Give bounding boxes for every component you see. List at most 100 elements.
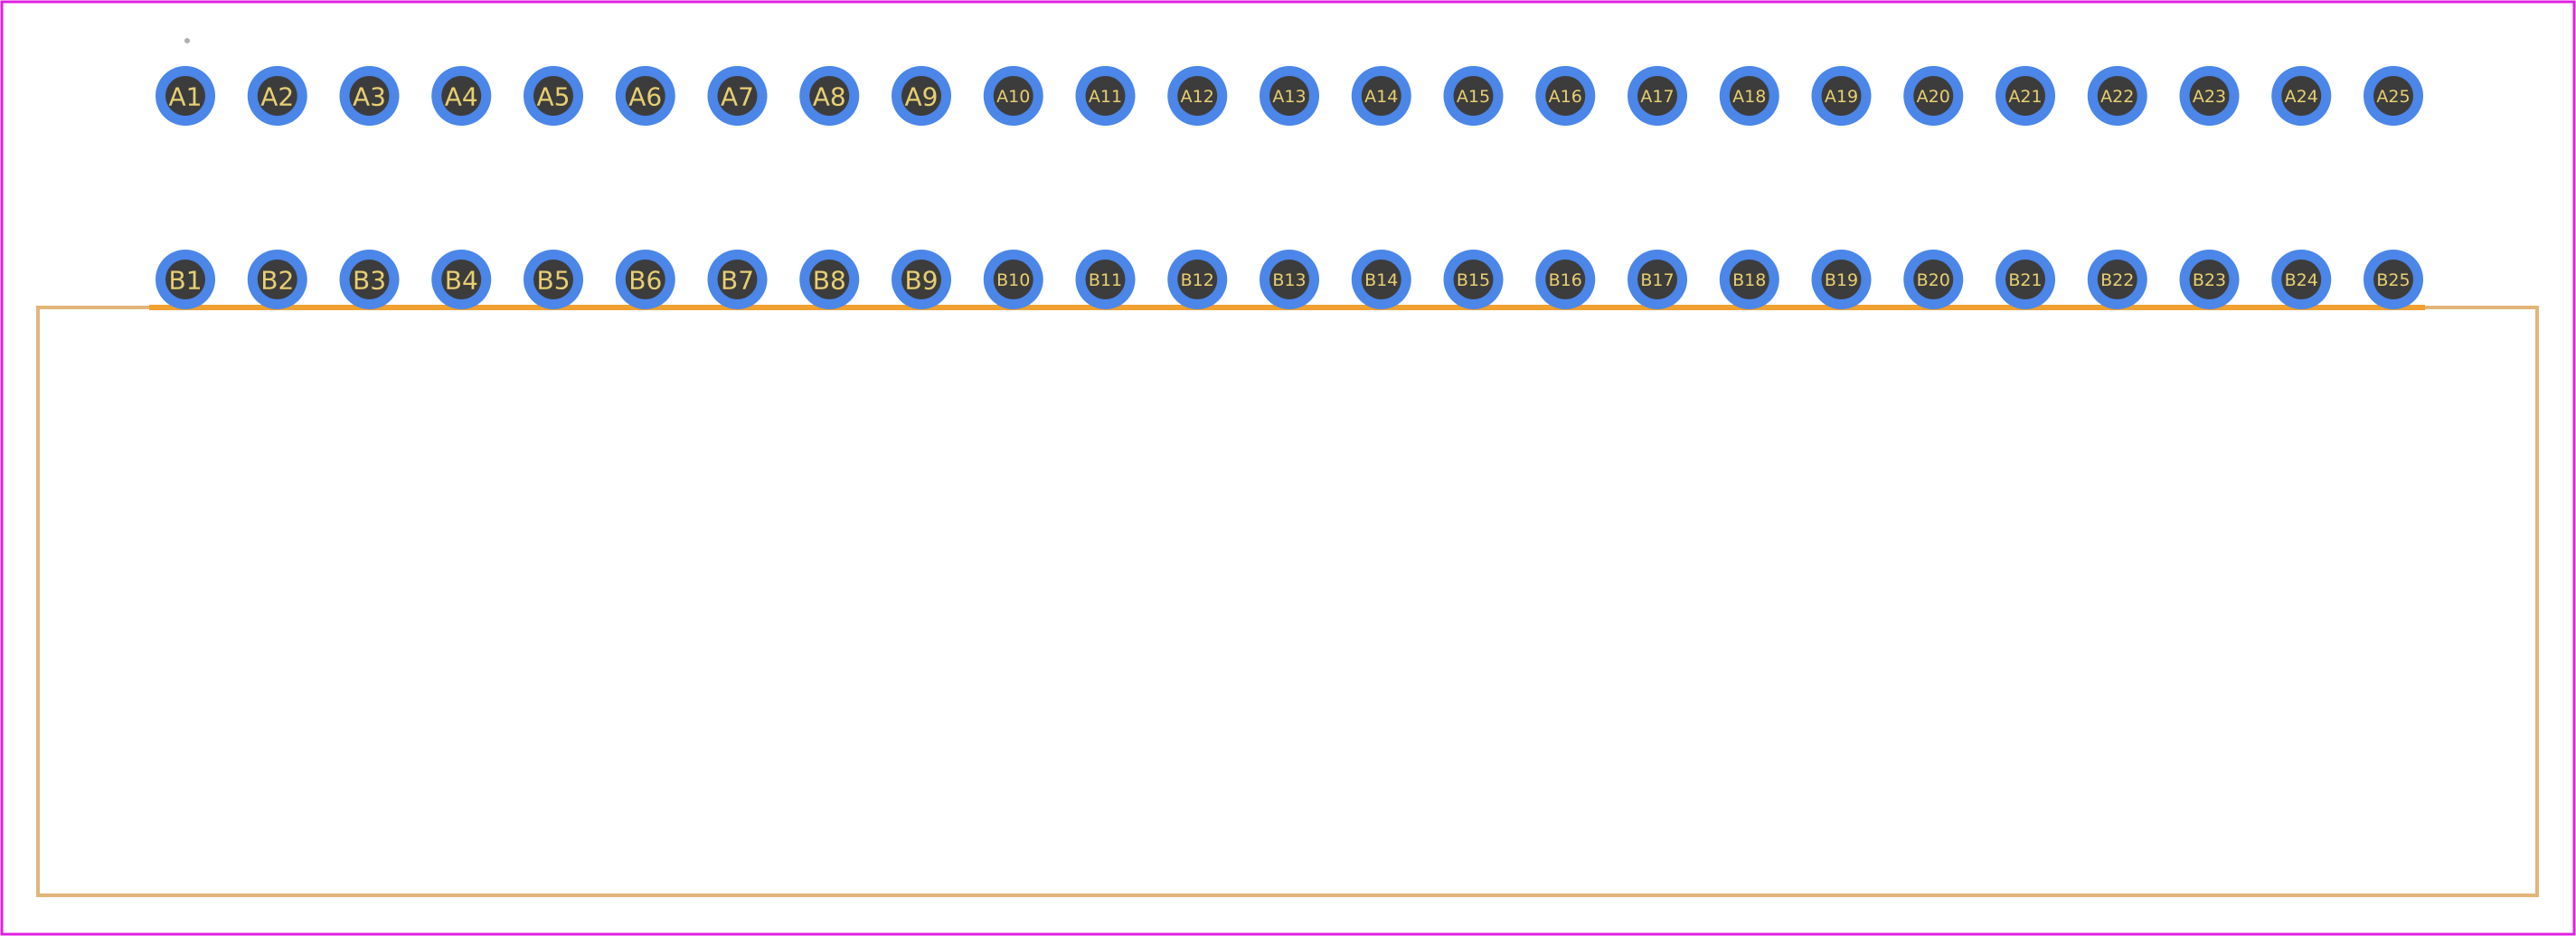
- pads-layer: A1 A2 A3 A4 A5 A6 A7 A8 A9 A10 A11 A12 A13 A14 A15 A16 A…: [156, 66, 2423, 309]
- pad-label: A1: [169, 82, 203, 112]
- pad-a-8: A8: [799, 66, 860, 126]
- pad-drill-hole: [165, 260, 205, 299]
- pad-label: B6: [628, 266, 662, 296]
- pad-b-1: B1: [156, 250, 215, 309]
- pad-label: A11: [1089, 87, 1122, 107]
- pin1-origin-marker: [184, 38, 190, 43]
- pad-drill-hole: [1269, 260, 1309, 299]
- pad-label: A9: [905, 82, 939, 112]
- pad-label: A7: [721, 82, 754, 112]
- pad-b-23: B23: [2179, 250, 2240, 309]
- pad-a-13: A13: [1260, 66, 1319, 126]
- pad-label: B8: [813, 266, 846, 296]
- pad-drill-hole: [1821, 260, 1862, 299]
- pad-label: A6: [628, 82, 662, 112]
- pad-drill-hole: [1361, 76, 1401, 116]
- pad-label: A18: [1732, 87, 1766, 107]
- pad-label: B5: [536, 266, 570, 296]
- pad-drill-hole: [349, 260, 390, 299]
- pad-drill-hole: [533, 260, 573, 299]
- pad-b-17: B17: [1628, 250, 1687, 309]
- pad-drill-hole: [901, 260, 941, 299]
- pad-a-3: A3: [339, 66, 400, 126]
- pad-drill-hole: [1085, 260, 1126, 299]
- pad-b-7: B7: [707, 250, 768, 309]
- pad-drill-hole: [1913, 76, 1954, 116]
- pad-label: A21: [2008, 87, 2042, 107]
- pad-label: B20: [1917, 270, 1950, 290]
- pad-drill-hole: [349, 76, 390, 116]
- pad-b-18: B18: [1719, 250, 1779, 309]
- pad-label: B1: [168, 266, 202, 296]
- pad-a-21: A21: [1996, 66, 2055, 126]
- pad-a-4: A4: [431, 66, 492, 126]
- pad-a-16: A16: [1535, 66, 1596, 126]
- pad-drill-hole: [1545, 76, 1586, 116]
- pad-label: B23: [2193, 270, 2226, 290]
- pad-a-6: A6: [615, 66, 675, 126]
- pad-drill-hole: [1453, 76, 1494, 116]
- pad-a-15: A15: [1443, 66, 1504, 126]
- pad-b-6: B6: [615, 250, 675, 309]
- pad-label: A12: [1181, 87, 1214, 107]
- pad-drill-hole: [533, 76, 573, 116]
- pad-b-10: B10: [983, 250, 1043, 309]
- pad-drill-hole: [2005, 76, 2045, 116]
- pad-label: A14: [1364, 87, 1398, 107]
- component-body-outline: [36, 306, 2539, 897]
- pad-label: A8: [813, 82, 846, 112]
- pad-label: B13: [1272, 270, 1306, 290]
- pad-drill-hole: [257, 76, 297, 116]
- pad-drill-hole: [809, 76, 850, 116]
- pad-a-2: A2: [247, 66, 307, 126]
- pad-drill-hole: [2281, 76, 2322, 116]
- pad-label: B9: [904, 266, 938, 296]
- pad-drill-hole: [1637, 260, 1677, 299]
- pad-drill-hole: [165, 76, 205, 116]
- pad-b-22: B22: [2087, 250, 2147, 309]
- pad-a-23: A23: [2179, 66, 2240, 126]
- pad-drill-hole: [1085, 76, 1126, 116]
- pad-label: B14: [1364, 270, 1398, 290]
- pad-drill-hole: [441, 260, 482, 299]
- pad-label: A5: [537, 82, 571, 112]
- pad-drill-hole: [2373, 76, 2413, 116]
- pad-label: B18: [1732, 270, 1766, 290]
- pad-drill-hole: [1361, 260, 1401, 299]
- pad-b-2: B2: [247, 250, 307, 309]
- pad-drill-hole: [993, 260, 1033, 299]
- pad-b-4: B4: [431, 250, 492, 309]
- pad-a-1: A1: [156, 66, 215, 126]
- pad-label: B11: [1089, 270, 1122, 290]
- pad-drill-hole: [993, 76, 1033, 116]
- pad-drill-hole: [625, 260, 665, 299]
- pad-a-7: A7: [707, 66, 768, 126]
- pad-label: B4: [445, 266, 478, 296]
- pad-drill-hole: [2373, 260, 2413, 299]
- pad-a-24: A24: [2271, 66, 2332, 126]
- pad-drill-hole: [2097, 76, 2137, 116]
- pad-drill-hole: [1177, 76, 1218, 116]
- pad-a-14: A14: [1351, 66, 1411, 126]
- pad-a-11: A11: [1075, 66, 1136, 126]
- pad-label: A10: [996, 87, 1030, 107]
- pad-a-12: A12: [1167, 66, 1228, 126]
- pad-label: A23: [2193, 87, 2226, 107]
- pad-drill-hole: [1637, 76, 1677, 116]
- pad-label: A13: [1272, 87, 1306, 107]
- pad-label: B16: [1549, 270, 1582, 290]
- pad-drill-hole: [1269, 76, 1309, 116]
- pad-drill-hole: [1821, 76, 1862, 116]
- pad-drill-hole: [901, 76, 941, 116]
- pad-b-24: B24: [2271, 250, 2332, 309]
- pad-drill-hole: [1177, 260, 1218, 299]
- pad-drill-hole: [2097, 260, 2137, 299]
- pad-drill-hole: [717, 76, 758, 116]
- pad-label: B7: [721, 266, 754, 296]
- pad-drill-hole: [1729, 260, 1769, 299]
- pad-b-21: B21: [1996, 250, 2055, 309]
- pad-drill-hole: [1729, 76, 1769, 116]
- pad-label: B12: [1181, 270, 1214, 290]
